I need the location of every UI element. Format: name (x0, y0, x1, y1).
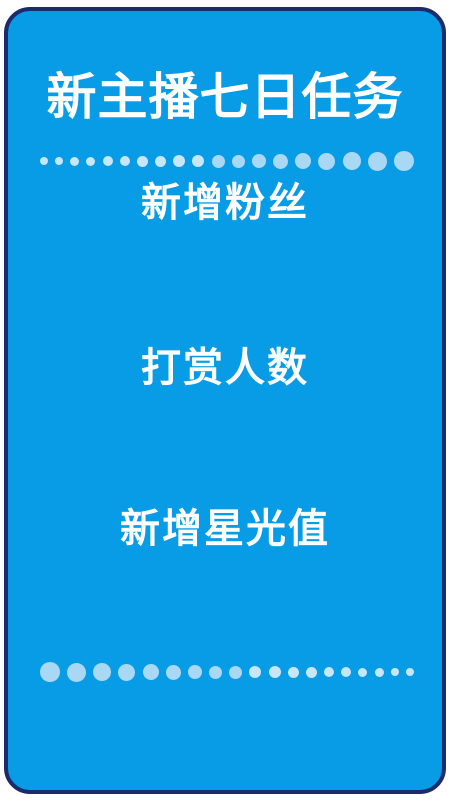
divider-dot (86, 156, 96, 166)
divider-dot (374, 667, 384, 677)
divider-dot (187, 665, 202, 679)
divider-dot (390, 668, 399, 676)
divider-dot (211, 154, 225, 168)
divider-dot (324, 667, 335, 677)
divider-dot (367, 151, 387, 171)
divider-dot (251, 154, 266, 168)
divider-dot (231, 154, 245, 168)
divider-dot (155, 155, 167, 167)
task-tipping-count: 打赏人数 (141, 345, 309, 391)
dot-divider-top (40, 150, 414, 172)
divider-dot (393, 151, 414, 171)
divider-dot (192, 155, 205, 167)
divider-dot (93, 663, 112, 681)
divider-dot (173, 155, 186, 167)
divider-dot (341, 667, 352, 677)
divider-dot (268, 666, 281, 678)
task-new-fans: 新增粉丝 (141, 180, 309, 226)
divider-dot (229, 665, 243, 679)
task-card: 新主播七日任务 新增粉丝 打赏人数 新增星光值 (4, 7, 446, 794)
divider-dot (142, 664, 159, 680)
divider-dot (305, 666, 317, 678)
divider-dot (287, 666, 299, 678)
divider-dot (119, 156, 130, 166)
divider-dot (67, 662, 87, 682)
dot-divider-bottom (40, 661, 414, 683)
divider-dot (55, 157, 64, 165)
divider-dot (40, 662, 60, 682)
divider-dot (295, 153, 312, 169)
divider-dot (40, 157, 48, 165)
divider-dot (70, 156, 80, 166)
divider-dot (118, 663, 136, 681)
divider-dot (273, 153, 289, 169)
divider-dot (358, 667, 368, 677)
divider-dot (405, 668, 414, 676)
task-new-starlight: 新增星光值 (120, 506, 330, 552)
divider-dot (136, 155, 148, 167)
divider-dot (342, 152, 361, 170)
divider-dot (165, 664, 181, 680)
page-title: 新主播七日任务 (46, 68, 404, 126)
divider-dot (102, 156, 113, 166)
divider-dot (209, 665, 223, 679)
divider-dot (318, 152, 336, 170)
divider-dot (249, 666, 262, 678)
